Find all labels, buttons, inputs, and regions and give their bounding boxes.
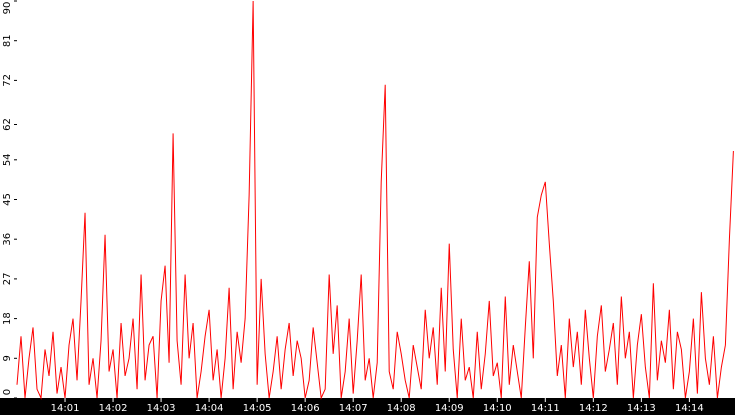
x-tick-label: 14:11 <box>531 403 560 414</box>
x-tick-label: 14:08 <box>387 403 416 414</box>
x-tick-label: 14:14 <box>675 403 704 414</box>
x-tick-label: 14:06 <box>291 403 320 414</box>
x-tick-label: 14:13 <box>627 403 656 414</box>
y-tick-label: 9 <box>2 355 13 361</box>
x-tick-label: 14:09 <box>435 403 464 414</box>
x-axis-band <box>0 398 735 415</box>
y-tick-label: 27 <box>2 273 13 286</box>
y-tick-label: 72 <box>2 74 13 87</box>
x-tick-label: 14:04 <box>195 403 224 414</box>
x-tick-label: 14:03 <box>147 403 176 414</box>
y-tick-label: 36 <box>2 233 13 246</box>
y-tick-label: 62 <box>2 118 13 131</box>
x-tick-label: 14:07 <box>339 403 368 414</box>
y-tick-label: 90 <box>2 2 13 15</box>
y-tick-label: 81 <box>2 34 13 47</box>
line <box>16 0 734 400</box>
y-tick-label: 54 <box>2 153 13 166</box>
y-tick-label: 0 <box>2 389 13 395</box>
x-tick-label: 14:10 <box>483 403 512 414</box>
y-tick-label: 18 <box>2 312 13 325</box>
x-tick-label: 14:05 <box>243 403 272 414</box>
x-tick-label: 14:01 <box>51 403 80 414</box>
x-tick-label: 14:02 <box>99 403 128 414</box>
y-tick-label: 45 <box>2 193 13 206</box>
x-tick-label: 14:12 <box>579 403 608 414</box>
